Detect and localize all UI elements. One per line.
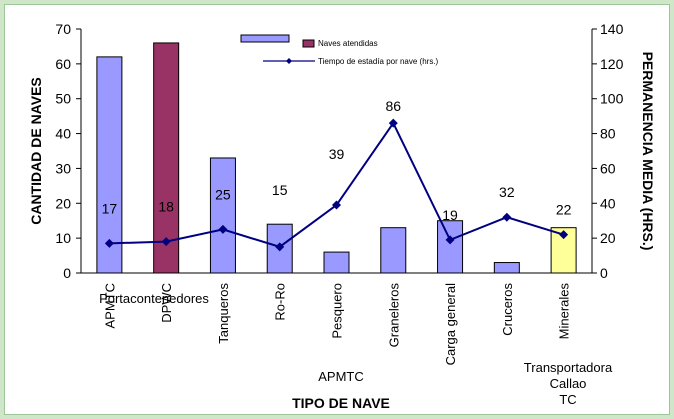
point-label: 22 bbox=[556, 202, 572, 218]
line-point-marker bbox=[161, 237, 171, 247]
y-tick-label-right: 20 bbox=[600, 230, 616, 246]
point-label: 18 bbox=[158, 199, 174, 215]
bar-dpwc bbox=[153, 42, 180, 274]
x-tick-label: Tanqueros bbox=[216, 283, 231, 344]
legend-swatch-bar-2 bbox=[302, 39, 315, 48]
line-point-marker bbox=[559, 230, 569, 240]
x-axis-title: TIPO DE NAVE bbox=[292, 395, 390, 411]
y-tick-label-left: 50 bbox=[55, 91, 71, 107]
legend-label-bars: Naves atendidas bbox=[318, 39, 378, 48]
y-tick-label-right: 140 bbox=[600, 21, 624, 37]
x-tick-label: Cruceros bbox=[500, 283, 515, 336]
group-label-transportadora-3: TC bbox=[559, 392, 576, 407]
bar-pesquero bbox=[323, 251, 350, 274]
group-label-apmtc: APMTC bbox=[318, 369, 364, 384]
x-tick-label: DPWC bbox=[159, 283, 174, 323]
y-tick-label-left: 10 bbox=[55, 230, 71, 246]
line-point-marker bbox=[104, 238, 114, 248]
x-tick-label: Ro-Ro bbox=[273, 283, 288, 321]
bar-graneleros bbox=[380, 227, 407, 274]
x-tick-label: Graneleros bbox=[386, 283, 401, 348]
point-label: 19 bbox=[442, 207, 458, 223]
y-tick-label-left: 20 bbox=[55, 195, 71, 211]
point-label: 15 bbox=[272, 182, 288, 198]
legend-line-marker bbox=[286, 58, 292, 64]
chart-svg: 0 10 20 30 40 50 60 70 0 20 40 60 80 100 120 140 17 18 2… bbox=[28, 21, 656, 411]
group-label-portacontenedores: Portacontenedores bbox=[99, 291, 209, 306]
y-tick-label-right: 40 bbox=[600, 195, 616, 211]
line-point-marker bbox=[388, 118, 398, 128]
legend-swatch-bar bbox=[240, 34, 290, 43]
point-label: 25 bbox=[215, 186, 231, 202]
line-point-marker bbox=[445, 235, 455, 245]
x-tick-label: APMTC bbox=[102, 283, 117, 329]
point-label: 39 bbox=[329, 146, 345, 162]
bar-cruceros bbox=[493, 262, 520, 274]
bar-tanqueros bbox=[209, 157, 236, 274]
y-axis-title-left: CANTIDAD DE NAVES bbox=[28, 77, 44, 225]
group-label-transportadora-2: Callao bbox=[550, 376, 587, 391]
y-tick-label-right: 120 bbox=[600, 56, 624, 72]
point-label: 32 bbox=[499, 184, 515, 200]
legend-label-line: Tiempo de estadía por nave (hrs.) bbox=[318, 57, 439, 66]
line-point-marker bbox=[275, 242, 285, 252]
point-label: 86 bbox=[385, 98, 401, 114]
point-label: 17 bbox=[102, 200, 118, 216]
bar-apmtc bbox=[96, 56, 123, 274]
y-tick-label-right: 60 bbox=[600, 160, 616, 176]
y-tick-label-left: 70 bbox=[55, 21, 71, 37]
x-tick-label: Minerales bbox=[557, 283, 572, 340]
y-tick-label-right: 80 bbox=[600, 126, 616, 142]
line-point-marker bbox=[332, 200, 341, 210]
y-tick-label-right: 0 bbox=[600, 265, 608, 281]
x-tick-label: Pesquero bbox=[330, 283, 345, 339]
y-axis-title-right: PERMANENCIA MEDIA (HRS.) bbox=[640, 52, 656, 251]
bar-carga-general bbox=[437, 220, 464, 274]
line-point-marker bbox=[502, 212, 512, 222]
y-tick-label-left: 40 bbox=[55, 126, 71, 142]
y-tick-label-left: 60 bbox=[55, 56, 71, 72]
y-tick-label-left: 0 bbox=[63, 265, 71, 281]
y-tick-label-left: 30 bbox=[55, 160, 71, 176]
line-point-marker bbox=[218, 224, 228, 234]
x-tick-label: Carga general bbox=[443, 283, 458, 365]
chart-frame: 0 10 20 30 40 50 60 70 0 20 40 60 80 100 120 140 17 18 2… bbox=[4, 4, 670, 415]
group-label-transportadora-1: Transportadora bbox=[524, 360, 613, 375]
y-tick-label-right: 100 bbox=[600, 91, 624, 107]
